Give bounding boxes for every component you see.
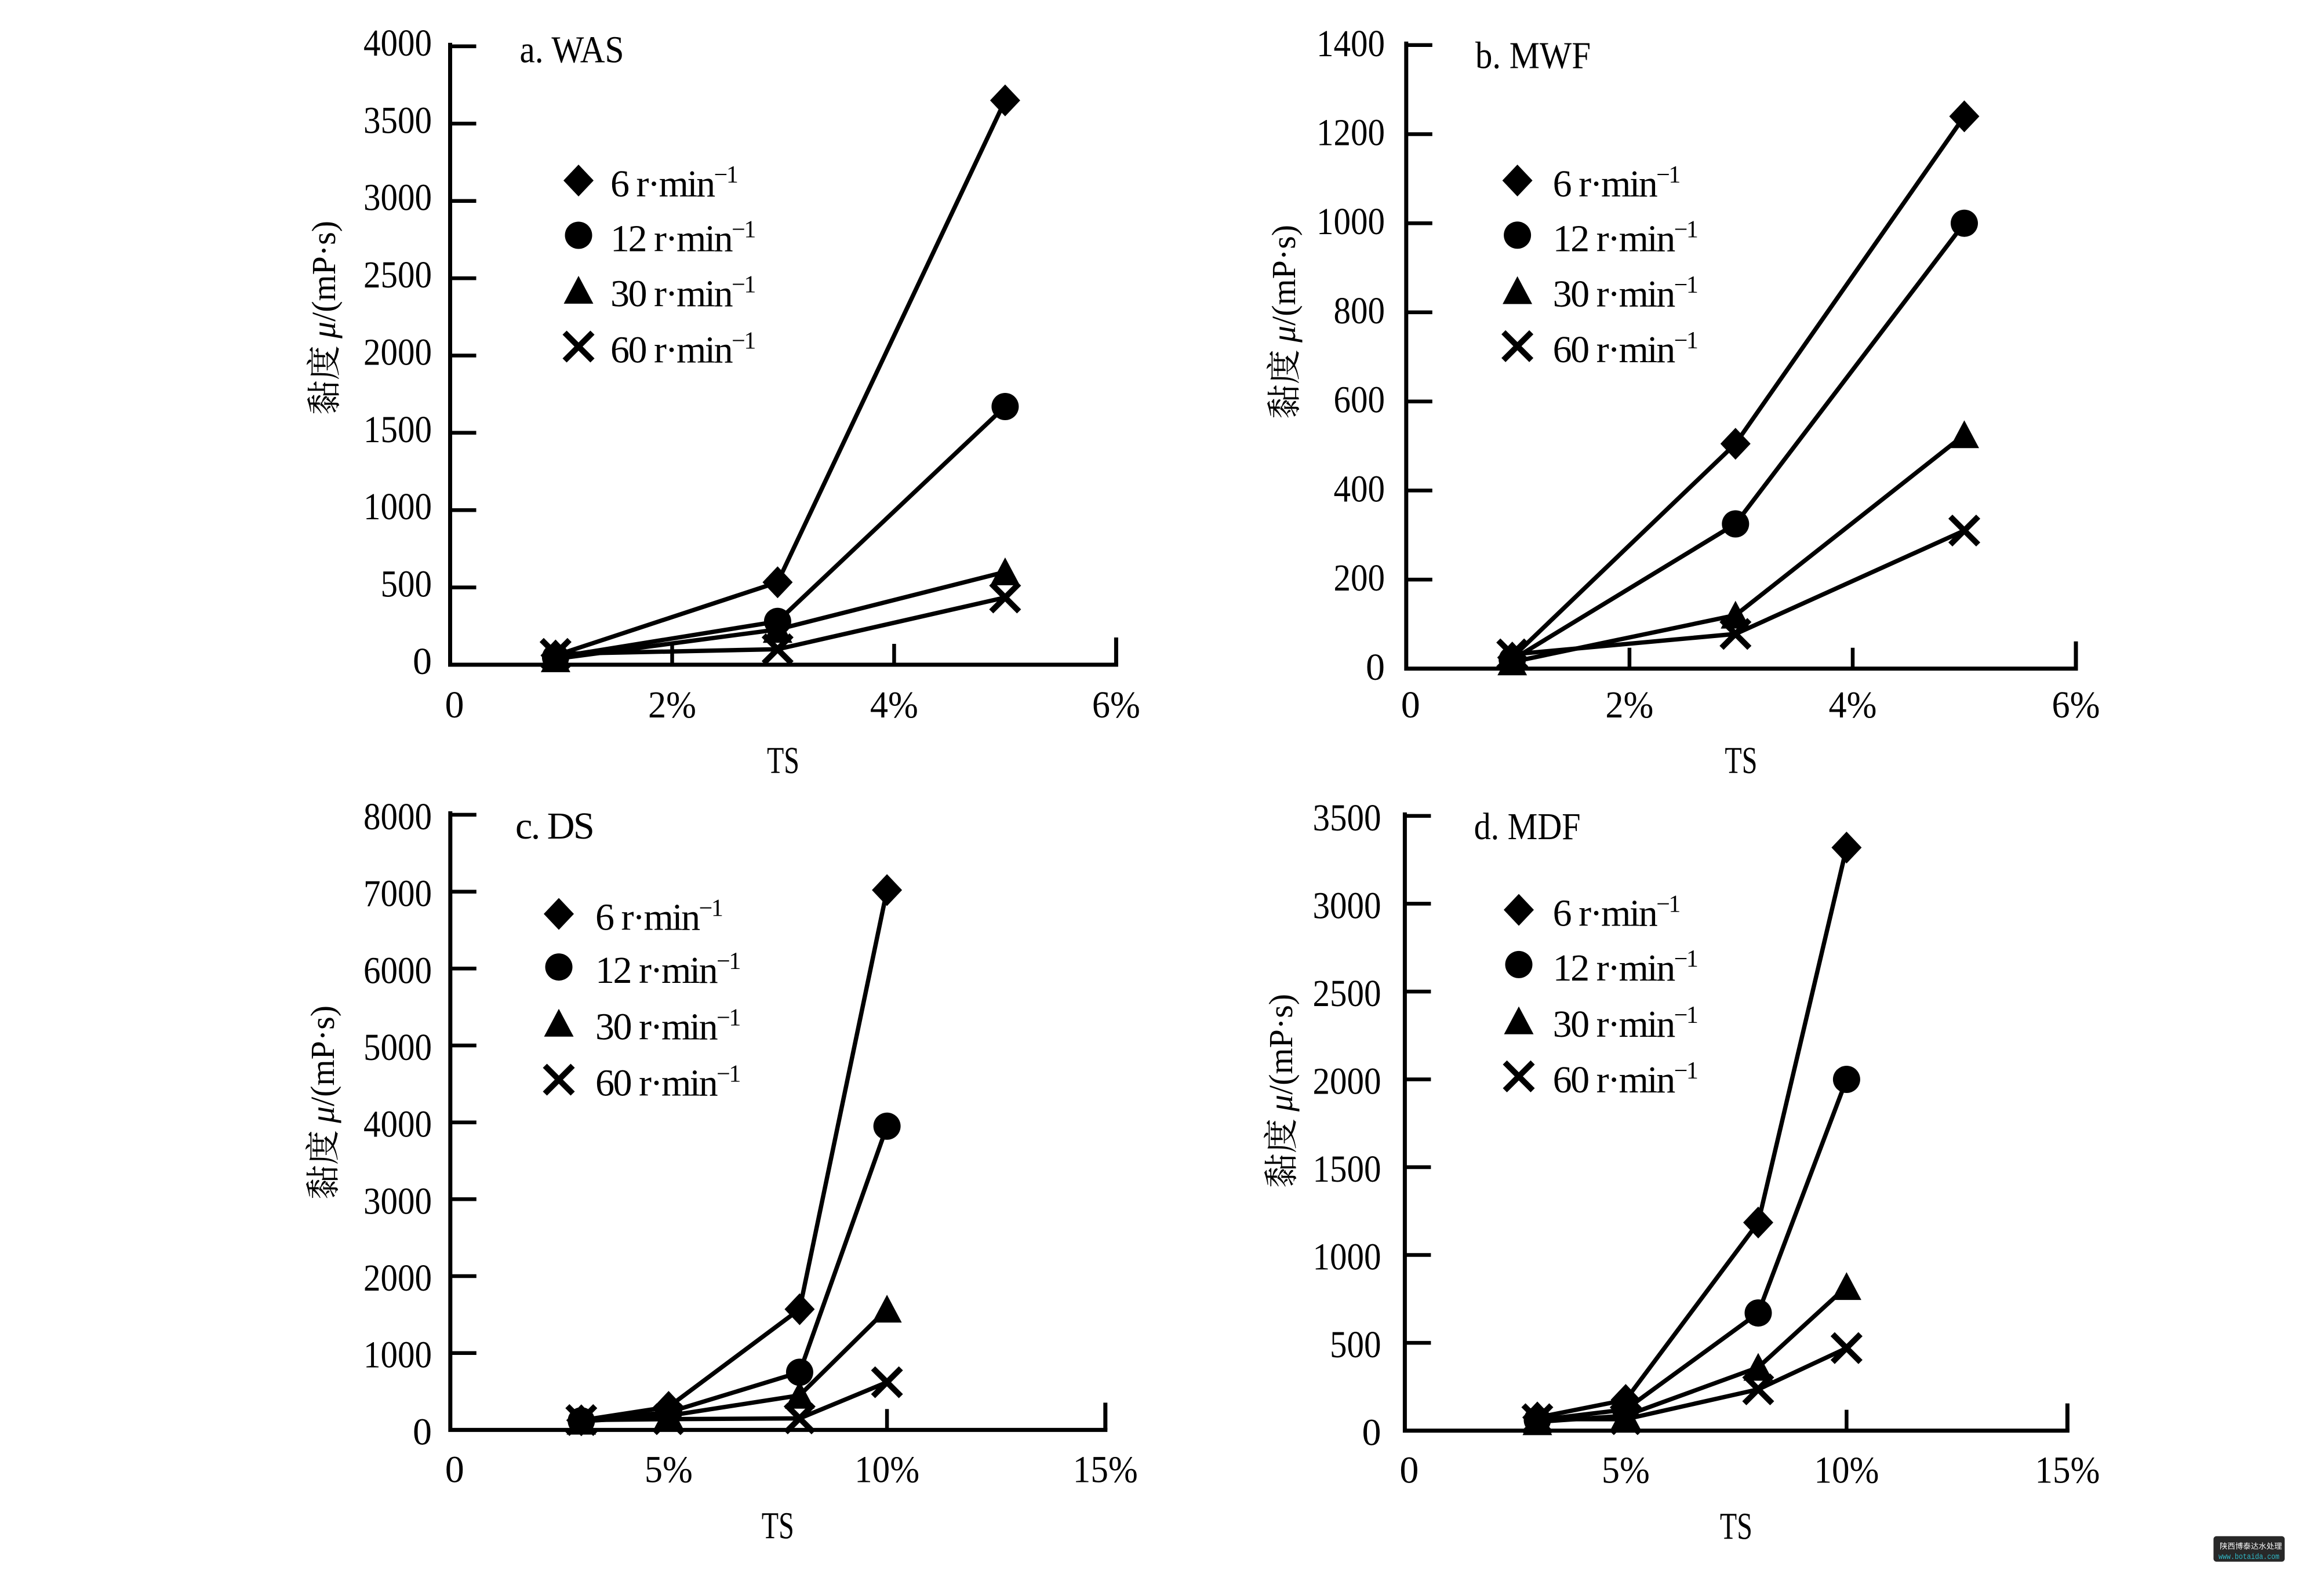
- svg-text:15%: 15%: [2035, 1449, 2100, 1492]
- svg-text:7000: 7000: [363, 873, 432, 915]
- svg-text:b. MWF: b. MWF: [1475, 35, 1591, 77]
- svg-text:1200: 1200: [1316, 112, 1385, 154]
- svg-text:3000: 3000: [1313, 884, 1381, 927]
- svg-text:c. DS: c. DS: [515, 805, 593, 847]
- svg-text:5000: 5000: [363, 1026, 432, 1069]
- svg-text:0: 0: [1362, 1412, 1381, 1454]
- svg-text:d. MDF: d. MDF: [1474, 806, 1581, 848]
- svg-text:200: 200: [1334, 557, 1385, 599]
- svg-text:TS: TS: [1725, 739, 1757, 782]
- svg-text:1400: 1400: [1316, 23, 1385, 65]
- svg-text:6000: 6000: [363, 949, 432, 992]
- svg-text:6%: 6%: [2052, 684, 2100, 726]
- svg-text:0: 0: [1399, 1449, 1419, 1492]
- svg-text:1000: 1000: [1316, 201, 1385, 243]
- svg-text:500: 500: [1330, 1324, 1381, 1366]
- svg-text:2%: 2%: [1605, 684, 1653, 726]
- svg-text:30 r·min−1: 30 r·min−1: [610, 272, 755, 315]
- svg-text:1000: 1000: [1313, 1236, 1381, 1278]
- svg-text:μ/(mP·s): μ/(mP·s): [1262, 994, 1300, 1112]
- svg-text:1000: 1000: [363, 486, 432, 528]
- svg-text:60 r·min−1: 60 r·min−1: [610, 328, 755, 371]
- svg-text:400: 400: [1334, 468, 1385, 510]
- svg-text:6%: 6%: [1092, 684, 1140, 726]
- svg-text:0: 0: [445, 684, 464, 726]
- svg-text:2%: 2%: [648, 684, 696, 726]
- svg-text:600: 600: [1334, 379, 1385, 421]
- svg-text:1500: 1500: [1313, 1148, 1381, 1190]
- svg-text:800: 800: [1334, 290, 1385, 332]
- svg-text:8000: 8000: [363, 796, 432, 838]
- svg-text:www.botaida.com: www.botaida.com: [2218, 1553, 2279, 1562]
- svg-text:μ/(mP·s): μ/(mP·s): [304, 1005, 341, 1124]
- svg-text:10%: 10%: [854, 1448, 919, 1491]
- svg-text:2000: 2000: [1313, 1061, 1381, 1103]
- svg-text:30 r·min−1: 30 r·min−1: [1553, 1002, 1697, 1045]
- svg-text:a. WAS: a. WAS: [520, 29, 624, 71]
- svg-text:5%: 5%: [645, 1448, 693, 1491]
- svg-text:6 r·min−1: 6 r·min−1: [595, 895, 722, 939]
- svg-text:4000: 4000: [363, 22, 432, 64]
- svg-text:30 r·min−1: 30 r·min−1: [595, 1004, 740, 1048]
- svg-text:4%: 4%: [1829, 684, 1877, 726]
- svg-text:500: 500: [381, 563, 432, 606]
- svg-text:10%: 10%: [1814, 1449, 1879, 1492]
- svg-text:4%: 4%: [870, 684, 918, 726]
- svg-text:2000: 2000: [363, 1257, 432, 1299]
- svg-text:μ/(mP·s): μ/(mP·s): [1265, 225, 1303, 343]
- svg-text:1000: 1000: [363, 1334, 432, 1376]
- svg-text:TS: TS: [762, 1504, 794, 1547]
- svg-text:2500: 2500: [363, 254, 432, 296]
- svg-text:5%: 5%: [1602, 1449, 1650, 1492]
- svg-text:TS: TS: [1720, 1506, 1752, 1548]
- svg-text:15%: 15%: [1073, 1448, 1138, 1491]
- svg-text:0: 0: [413, 1411, 432, 1453]
- svg-text:3000: 3000: [363, 177, 432, 219]
- svg-text:μ/(mP·s): μ/(mP·s): [305, 221, 343, 339]
- svg-text:3000: 3000: [363, 1180, 432, 1222]
- svg-text:4000: 4000: [363, 1103, 432, 1146]
- svg-text:2000: 2000: [363, 331, 432, 374]
- svg-text:TS: TS: [767, 739, 799, 782]
- svg-text:0: 0: [413, 640, 432, 683]
- svg-text:0: 0: [445, 1448, 464, 1491]
- svg-text:1500: 1500: [363, 409, 432, 451]
- svg-text:0: 0: [1401, 684, 1420, 726]
- svg-text:3500: 3500: [363, 99, 432, 141]
- svg-text:3500: 3500: [1313, 797, 1381, 839]
- svg-text:0: 0: [1366, 646, 1385, 688]
- svg-text:2500: 2500: [1313, 972, 1381, 1015]
